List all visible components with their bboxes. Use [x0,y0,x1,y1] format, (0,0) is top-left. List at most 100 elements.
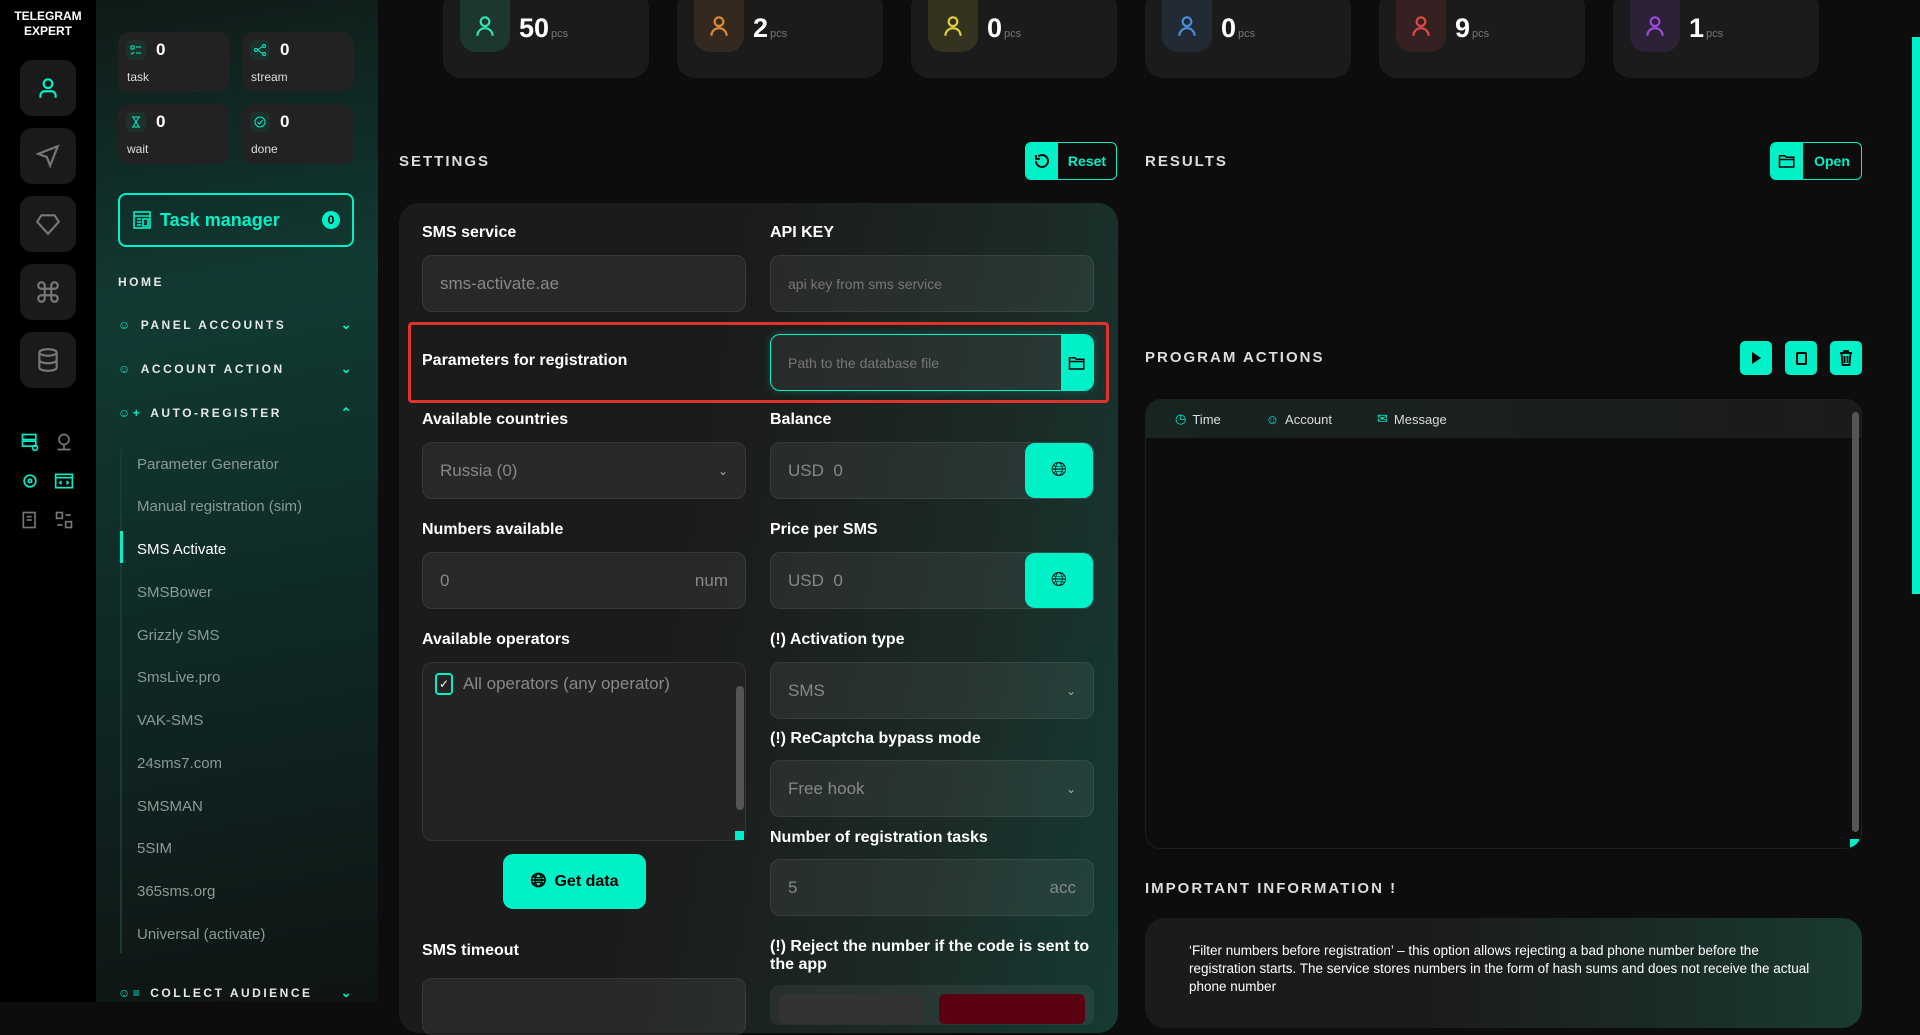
check-circle-icon [250,112,270,132]
nav-panel-accounts[interactable]: ☺ PANEL ACCOUNTS ⌄ [118,317,354,333]
refresh-price-button[interactable]: 🌐︎ [1025,553,1093,608]
task-list-icon [126,40,146,60]
mail-warning-icon [928,0,978,52]
code-window-icon[interactable] [52,469,76,493]
nav-label: PANEL ACCOUNTS [140,318,287,332]
user-icon: ☺ [1265,411,1280,427]
top-stat-card: 50 pcs [443,0,649,78]
sub-manual-registration[interactable]: Manual registration (sim) [137,498,303,515]
swap-icon[interactable] [52,508,76,532]
stop-button[interactable] [1785,341,1817,375]
activation-select[interactable]: SMS ⌄ [770,662,1094,719]
database-path-placeholder: Path to the database file [788,354,939,371]
stat-label: task [127,70,150,84]
nav-home[interactable]: HOME [118,275,354,289]
get-data-button[interactable]: 🌐︎ Get data [503,854,646,909]
checklist-icon[interactable] [18,508,42,532]
chevron-down-icon: ⌄ [340,317,354,332]
open-results-button[interactable]: Open [1770,142,1862,180]
top-stat-value: 2 pcs [753,13,787,44]
sub-5sim[interactable]: 5SIM [137,840,173,857]
checkbox-checked-icon[interactable]: ✓ [435,673,453,695]
activation-value: SMS [788,680,825,700]
stat-number: 50 [519,13,550,43]
toggle-yes[interactable] [939,994,1085,1024]
numbers-label: Numbers available [422,521,564,538]
resize-handle[interactable] [1850,839,1859,848]
user-x-icon [1396,0,1446,52]
rail-command-button[interactable] [20,264,76,320]
stat-unit: pcs [551,28,569,40]
numbers-value: 0 [440,570,450,590]
countries-select[interactable]: Russia (0) ⌄ [422,442,746,499]
sub-parameter-generator[interactable]: Parameter Generator [137,456,279,473]
numbers-field[interactable]: 0 num [422,552,746,609]
open-label: Open [1814,153,1850,169]
recaptcha-select[interactable]: Free hook ⌄ [770,760,1094,817]
toggle-no[interactable] [779,994,924,1024]
top-stat-value: 1 pcs [1689,13,1723,44]
rail-send-button[interactable] [20,128,76,184]
page-scrollbar[interactable] [1912,37,1920,594]
sub-24sms7[interactable]: 24sms7.com [137,755,223,772]
sms-timeout-input[interactable] [422,978,746,1035]
send-icon [35,144,60,169]
stat-unit: pcs [1706,28,1724,40]
reset-button[interactable]: Reset [1025,142,1117,180]
nav-label: AUTO-REGISTER [150,406,282,420]
start-button[interactable] [1740,341,1772,375]
top-stat-value: 9 pcs [1455,13,1489,44]
nav-collect-audience[interactable]: ☺≡ COLLECT AUDIENCE ⌄ [118,985,354,1001]
operator-option[interactable]: ✓ All operators (any operator) [435,673,670,695]
tasks-input[interactable]: 5 acc [770,859,1094,916]
col-time: ◷ Time [1175,411,1221,427]
chevron-down-icon: ⌄ [340,985,354,1000]
submenu-line [120,448,122,953]
user-network-icon[interactable] [52,430,76,454]
globe-icon: 🌐︎ [1051,459,1067,481]
sub-365sms[interactable]: 365sms.org [137,883,216,900]
database-path-input[interactable]: Path to the database file [770,334,1094,391]
sms-service-input[interactable]: sms-activate.ae [422,255,746,312]
stat-label: stream [251,70,288,84]
browse-folder-button[interactable] [1061,335,1093,390]
sub-sms-activate[interactable]: SMS Activate [137,541,227,558]
sub-smsman[interactable]: SMSMAN [137,798,203,815]
rail-accounts-button[interactable] [20,60,76,116]
task-manager-icon [133,211,151,229]
sub-smsbower[interactable]: SMSBower [137,584,213,601]
nav-auto-register[interactable]: ☺+ AUTO-REGISTER ⌃ [118,405,354,421]
clear-log-button[interactable] [1830,341,1862,375]
stat-value: 0 [280,40,290,59]
sub-universal[interactable]: Universal (activate) [137,926,266,943]
stat-value: 0 [280,112,290,131]
folder-user-icon [1162,0,1212,52]
nav-account-action[interactable]: ☺ ACCOUNT ACTION ⌄ [118,361,354,377]
rail-premium-button[interactable] [20,196,76,252]
server-check-icon[interactable] [18,430,42,454]
task-manager-label: Task manager [160,209,280,230]
log-scrollbar[interactable] [1852,412,1859,832]
col-time-label: Time [1192,411,1221,427]
trash-icon [1840,350,1852,366]
resize-handle[interactable] [735,831,744,840]
balance-label: Balance [770,411,832,428]
api-key-input[interactable]: api key from sms service [770,255,1094,312]
sub-vak-sms[interactable]: VAK-SMS [137,712,204,729]
operators-scrollbar[interactable] [736,686,744,810]
refresh-balance-button[interactable]: 🌐︎ [1025,443,1093,498]
operators-list[interactable]: ✓ All operators (any operator) [422,662,746,841]
sub-grizzly-sms[interactable]: Grizzly SMS [137,627,220,644]
logo-line2: EXPERT [23,24,72,38]
rail-database-button[interactable] [20,332,76,388]
sms-timeout-label: SMS timeout [422,942,519,959]
countries-label: Available countries [422,411,569,428]
col-account: ☺ Account [1266,412,1332,427]
stat-done: 0 done [242,104,354,164]
gear-icon[interactable] [18,469,42,493]
audience-icon: ☺≡ [118,986,143,1000]
task-manager-button[interactable]: Task manager 0 [118,193,354,247]
sub-smslive[interactable]: SmsLive.pro [137,669,221,686]
reject-toggle[interactable] [770,985,1094,1025]
play-icon [1751,352,1761,364]
